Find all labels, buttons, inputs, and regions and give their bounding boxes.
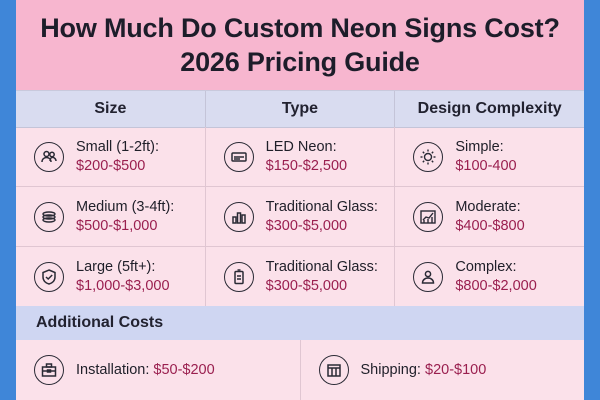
type-label: LED Neon: xyxy=(265,138,337,155)
type-price: $300-$5,000 xyxy=(265,277,348,294)
installation-cost: Installation: $50-$200 xyxy=(16,340,301,400)
complexity-label: Moderate: xyxy=(455,198,521,215)
table-cell: Small (1-2ft): $200-$500 xyxy=(16,127,206,186)
type-price: $300-$5,000 xyxy=(265,217,348,234)
shipping-label: Shipping: xyxy=(360,362,421,378)
installation-price: $50-$200 xyxy=(153,362,215,378)
table-cell: Moderate: $400-$800 xyxy=(395,187,584,246)
title-banner: How Much Do Custom Neon Signs Cost? 2026… xyxy=(16,0,584,90)
page-title: How Much Do Custom Neon Signs Cost? xyxy=(40,13,560,43)
complexity-label: Complex: xyxy=(455,258,517,275)
pricing-card: How Much Do Custom Neon Signs Cost? 2026… xyxy=(16,0,584,400)
table-cell: Traditional Glass: $300-$5,000 xyxy=(206,187,396,246)
pricing-table: Small (1-2ft): $200-$500 LED Neon: $150-… xyxy=(16,127,584,307)
coil-icon xyxy=(34,201,64,232)
column-header-design-complexity: Design Complexity xyxy=(417,100,562,117)
people-icon xyxy=(34,141,64,172)
page-subtitle: 2026 Pricing Guide xyxy=(180,47,420,77)
size-price: $200-$500 xyxy=(76,157,146,174)
additional-costs-row: Installation: $50-$200 Shipping: $20-$10… xyxy=(16,340,584,400)
size-label: Small (1-2ft): xyxy=(76,138,159,155)
table-cell: Simple: $100-400 xyxy=(395,127,584,186)
table-cell: LED Neon: $150-$2,500 xyxy=(206,127,396,186)
column-header-type: Type xyxy=(206,91,396,127)
table-cell: Traditional Glass: $300-$5,000 xyxy=(206,247,396,306)
table-row: Medium (3-4ft): $500-$1,000 Traditional … xyxy=(16,187,584,247)
bar-chart-icon xyxy=(223,201,254,232)
table-row: Small (1-2ft): $200-$500 LED Neon: $150-… xyxy=(16,127,584,187)
type-label: Traditional Glass: xyxy=(265,198,378,215)
growth-chart-icon xyxy=(413,201,444,232)
shipping-cost: Shipping: $20-$100 xyxy=(301,340,585,400)
table-row: Large (5ft+): $1,000-$3,000 Traditional … xyxy=(16,247,584,307)
type-price: $150-$2,500 xyxy=(265,157,348,174)
person-icon xyxy=(413,261,444,292)
table-header: Size Type Design Complexity xyxy=(16,90,584,128)
table-cell: Large (5ft+): $1,000-$3,000 xyxy=(16,247,206,306)
led-panel-icon xyxy=(223,141,254,172)
size-label: Large (5ft+): xyxy=(76,258,156,275)
size-label: Medium (3-4ft): xyxy=(76,198,175,215)
size-price: $500-$1,000 xyxy=(76,217,158,234)
package-icon xyxy=(318,355,349,385)
complexity-label: Simple: xyxy=(455,138,504,155)
column-header-size: Size xyxy=(16,91,206,127)
installation-label: Installation: xyxy=(76,362,150,378)
shield-check-icon xyxy=(34,261,64,292)
shipping-price: $20-$100 xyxy=(425,362,487,378)
table-cell: Complex: $800-$2,000 xyxy=(395,247,584,306)
table-cell: Medium (3-4ft): $500-$1,000 xyxy=(16,187,206,246)
complexity-price: $800-$2,000 xyxy=(455,277,537,294)
type-label: Traditional Glass: xyxy=(265,258,378,275)
size-price: $1,000-$3,000 xyxy=(76,277,170,294)
additional-costs-heading: Additional Costs xyxy=(16,306,584,340)
complexity-price: $400-$800 xyxy=(455,217,525,234)
toolbox-icon xyxy=(34,355,64,385)
complexity-price: $100-400 xyxy=(455,157,517,174)
sun-icon xyxy=(413,141,444,172)
battery-icon xyxy=(223,261,254,292)
